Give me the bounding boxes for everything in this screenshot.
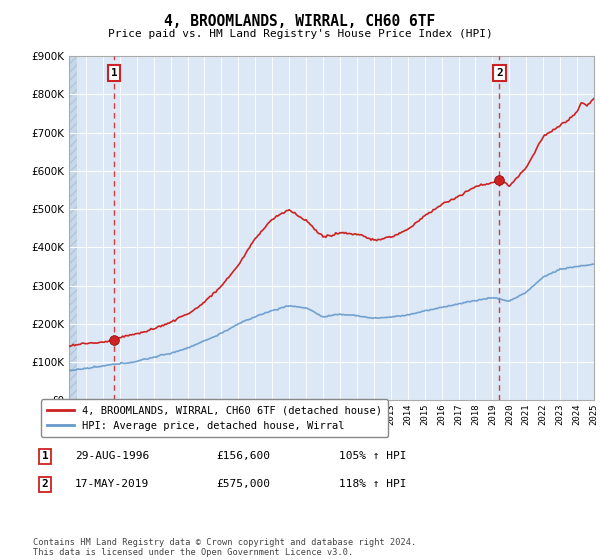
Bar	[69, 56, 77, 400]
Text: 17-MAY-2019: 17-MAY-2019	[75, 479, 149, 489]
Text: 1: 1	[111, 68, 118, 78]
Legend: 4, BROOMLANDS, WIRRAL, CH60 6TF (detached house), HPI: Average price, detached h: 4, BROOMLANDS, WIRRAL, CH60 6TF (detache…	[41, 399, 388, 437]
Text: 2: 2	[41, 479, 49, 489]
Text: 105% ↑ HPI: 105% ↑ HPI	[339, 451, 407, 461]
Text: £156,600: £156,600	[216, 451, 270, 461]
Text: £575,000: £575,000	[216, 479, 270, 489]
Text: 2: 2	[496, 68, 503, 78]
Text: 118% ↑ HPI: 118% ↑ HPI	[339, 479, 407, 489]
Text: 4, BROOMLANDS, WIRRAL, CH60 6TF: 4, BROOMLANDS, WIRRAL, CH60 6TF	[164, 14, 436, 29]
Text: Contains HM Land Registry data © Crown copyright and database right 2024.
This d: Contains HM Land Registry data © Crown c…	[33, 538, 416, 557]
Text: Price paid vs. HM Land Registry's House Price Index (HPI): Price paid vs. HM Land Registry's House …	[107, 29, 493, 39]
Text: 29-AUG-1996: 29-AUG-1996	[75, 451, 149, 461]
Text: 1: 1	[41, 451, 49, 461]
